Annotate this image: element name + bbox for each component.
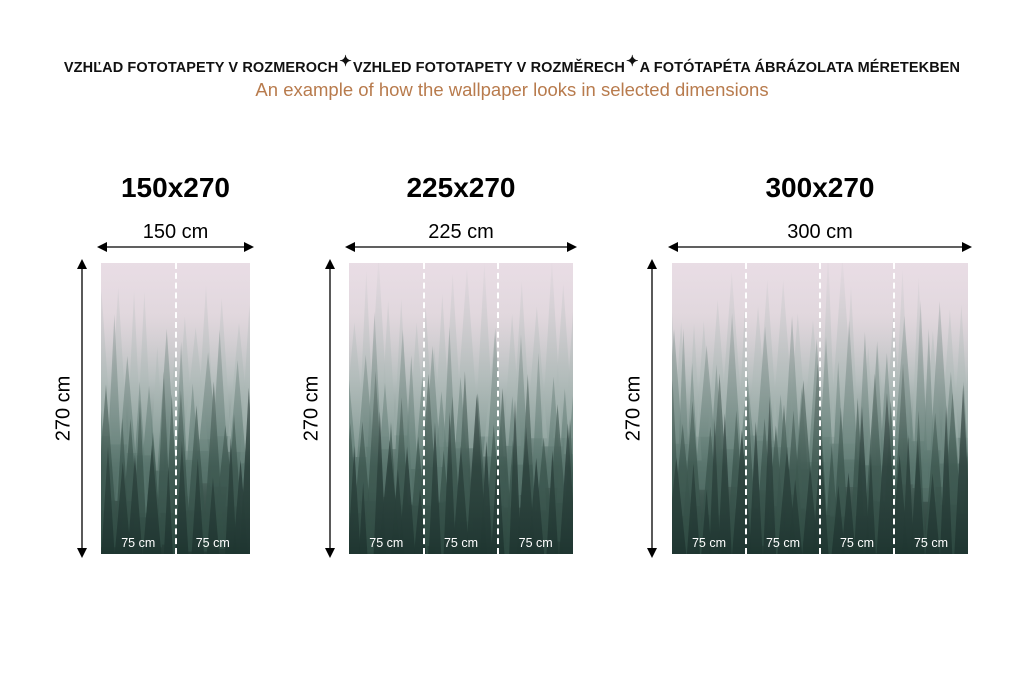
wallpaper-preview: 75 cm 75 cm	[101, 263, 250, 554]
width-label: 150 cm	[142, 221, 209, 243]
header-hu: A FOTÓTAPÉTA ÁBRÁZOLATA MÉRETEKBEN	[639, 60, 961, 76]
strip-width-label: 75 cm	[691, 536, 727, 550]
fog-overlay	[349, 263, 573, 554]
width-label: 225 cm	[428, 221, 494, 243]
variant-title: 225x270	[406, 172, 516, 203]
header-cz: VZHLED FOTOTAPETY V ROZMĚRECH	[352, 60, 625, 76]
forest-image	[349, 263, 573, 554]
width-label: 300 cm	[787, 221, 853, 243]
header-sk: VZHĽAD FOTOTAPETY V ROZMEROCH	[63, 60, 339, 76]
height-arrow	[77, 259, 87, 558]
width-arrow	[668, 242, 972, 252]
variant-title: 300x270	[765, 172, 875, 203]
strip-width-label: 75 cm	[765, 536, 801, 550]
strip-seam	[497, 263, 500, 554]
subtitle: An example of how the wallpaper looks in…	[255, 79, 769, 100]
height-label: 270 cm	[52, 375, 75, 441]
wallpaper-preview: 75 cm 75 cm 75 cm 75 cm	[672, 263, 968, 554]
strip-seam	[174, 263, 177, 554]
height-label: 270 cm	[622, 375, 645, 441]
height-label: 270 cm	[300, 375, 323, 441]
strip-width-label: 75 cm	[369, 536, 404, 550]
strip-seam	[893, 263, 895, 554]
strip-width-label: 75 cm	[518, 536, 553, 550]
sparkle-icon: ✦	[625, 53, 639, 70]
variant-title: 150x270	[120, 172, 230, 203]
height-arrow	[647, 259, 657, 558]
strip-seam	[745, 263, 747, 554]
strip-width-label: 75 cm	[121, 536, 156, 550]
wallpaper-preview: 75 cm 75 cm 75 cm	[349, 263, 573, 554]
width-arrow	[97, 242, 254, 252]
width-arrow	[345, 242, 577, 252]
strip-seam	[819, 263, 821, 554]
strip-width-label: 75 cm	[839, 536, 875, 550]
forest-image	[101, 263, 250, 554]
strip-width-label: 75 cm	[443, 536, 478, 550]
sparkle-icon: ✦	[339, 53, 352, 70]
forest-image	[672, 263, 968, 554]
header-languages: VZHĽAD FOTOTAPETY V ROZMEROCH✦VZHLED FOT…	[0, 53, 1024, 76]
strip-seam	[422, 263, 425, 554]
height-arrow	[325, 259, 335, 558]
strip-width-label: 75 cm	[913, 536, 949, 550]
strip-width-label: 75 cm	[195, 536, 230, 550]
